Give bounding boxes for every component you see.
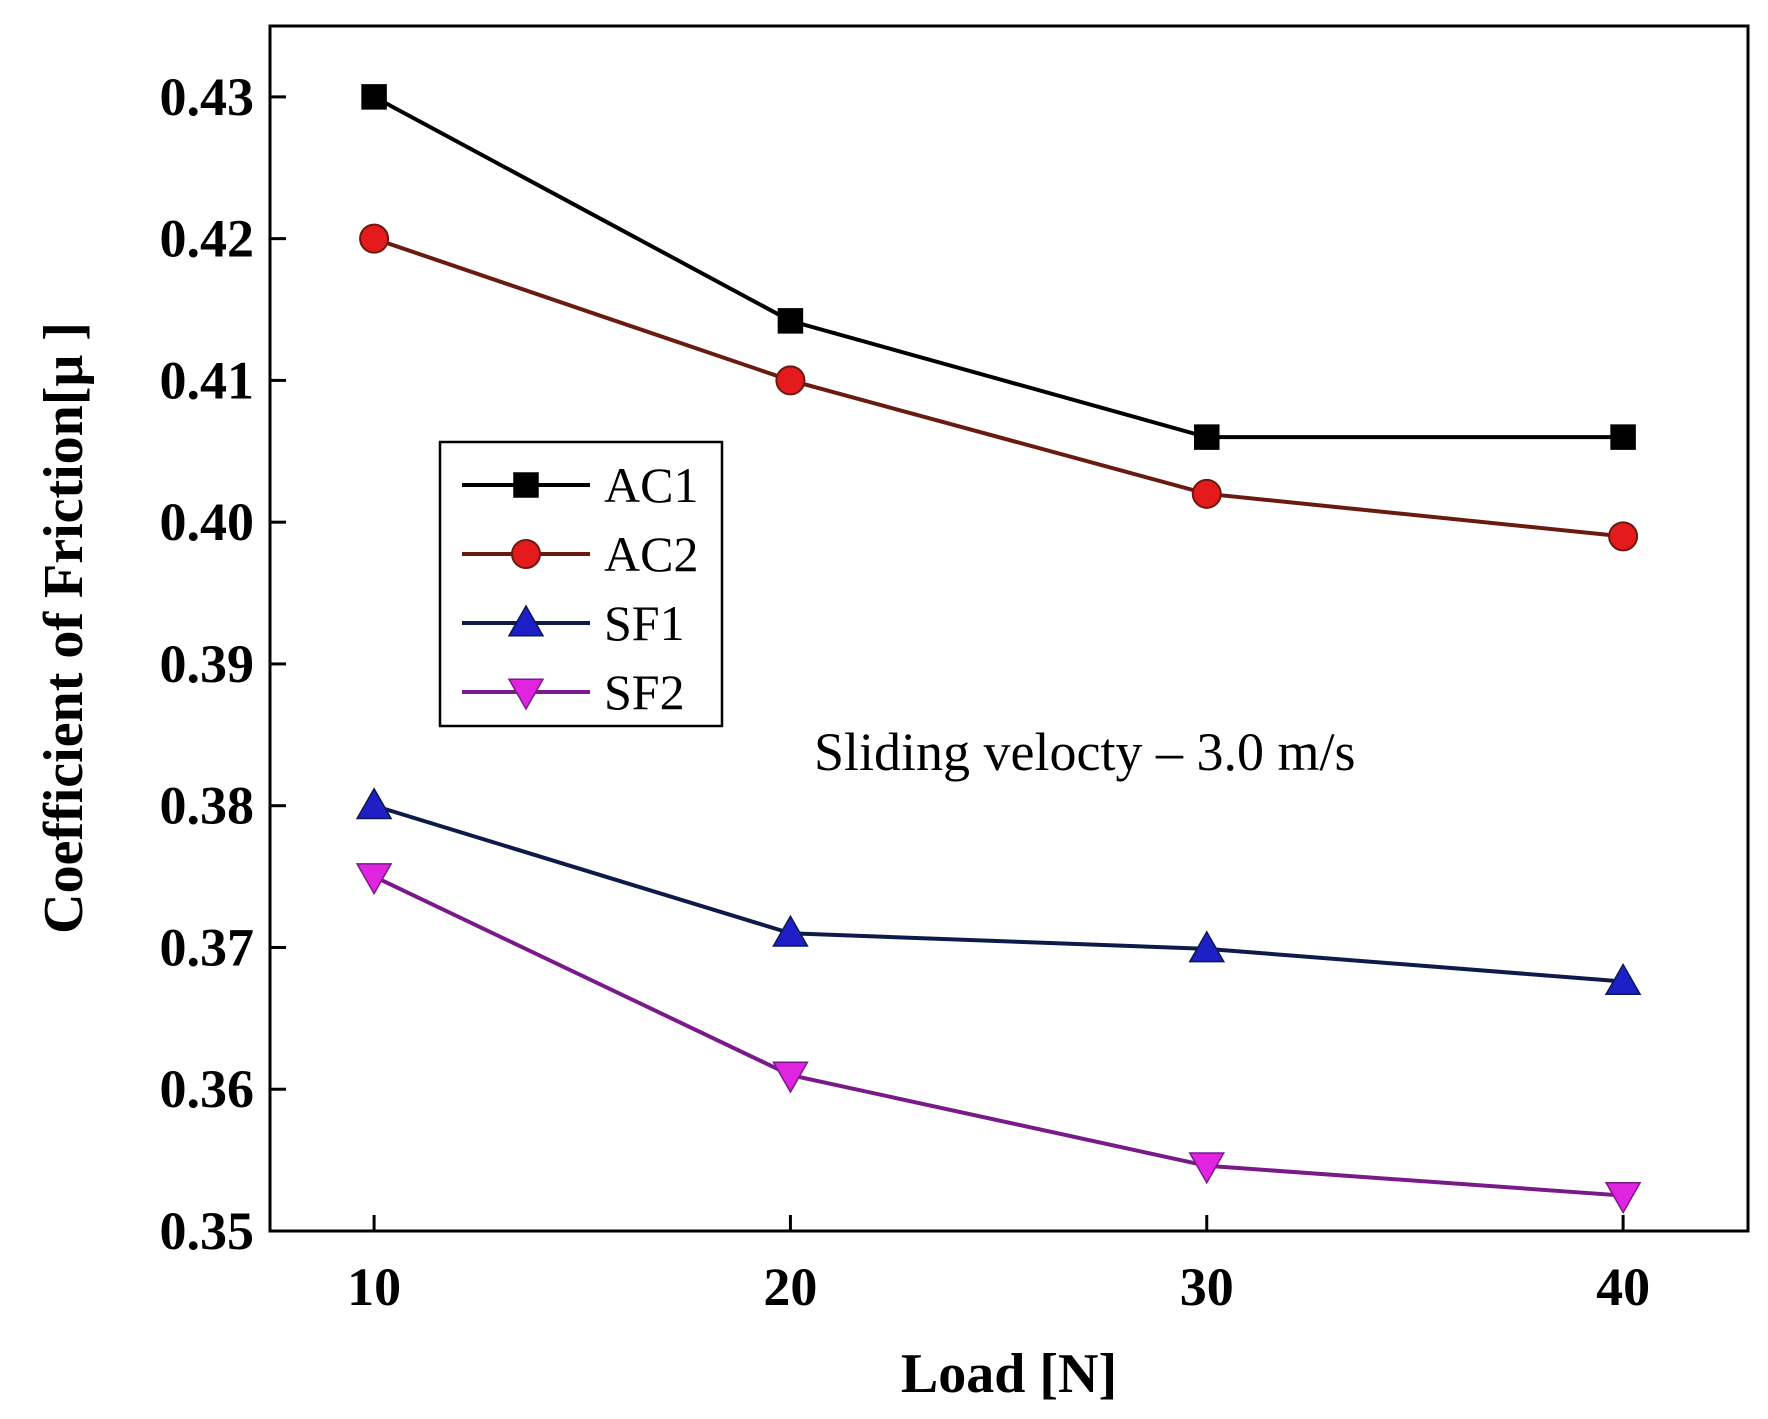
data-point-ac1 [1610, 424, 1636, 450]
data-point-sf2 [355, 863, 393, 896]
y-tick-label: 0.39 [160, 634, 255, 694]
data-point-ac1 [1194, 424, 1220, 450]
data-point-ac1 [777, 308, 804, 334]
legend-swatch-marker [507, 604, 545, 637]
data-point-sf1 [355, 787, 393, 820]
y-tick-label: 0.40 [160, 492, 255, 552]
data-point-ac2 [1608, 521, 1639, 552]
y-tick-label: 0.35 [160, 1201, 255, 1261]
series-ac2 [359, 223, 1639, 552]
x-tick-label: 20 [763, 1257, 817, 1317]
series-line-sf1 [373, 803, 1624, 984]
legend-label: SF1 [604, 595, 685, 651]
legend-item-sf2: SF2 [462, 664, 685, 720]
y-tick-label: 0.42 [160, 209, 255, 269]
data-point-sf2 [1188, 1152, 1226, 1185]
series-ac1 [361, 84, 1636, 450]
legend-item-ac1: AC1 [462, 457, 698, 513]
legend-swatch-marker [513, 472, 539, 498]
x-tick-label: 10 [347, 1257, 401, 1317]
axis-ticks: 10 20 30 40 0.35 0.36 0.37 0.38 0.39 0.40 0.41 0.42… [160, 67, 1651, 1317]
legend: AC1 AC2 SF1 SF2 [438, 440, 724, 728]
y-axis-title: Coefficient of Friction[μ ] [33, 322, 95, 934]
legend-swatch-marker [511, 539, 541, 569]
velocity-annotation: Sliding velocty – 3.0 m/s [814, 722, 1356, 782]
y-tick-label: 0.37 [160, 917, 255, 977]
legend-label: AC2 [604, 526, 698, 582]
series-sf2 [355, 863, 1642, 1215]
data-point-sf2 [1604, 1182, 1642, 1215]
data-point-sf1 [1604, 962, 1642, 995]
x-tick-label: 30 [1180, 1257, 1234, 1317]
data-point-sf1 [1188, 930, 1226, 963]
legend-label: AC1 [604, 457, 698, 513]
plot-frame [268, 24, 1750, 1233]
series-sf1 [355, 787, 1642, 995]
y-tick-label: 0.43 [160, 67, 255, 127]
y-tick-label: 0.41 [160, 350, 255, 410]
data-point-sf2 [772, 1061, 809, 1094]
legend-item-sf1: SF1 [462, 595, 685, 651]
series-line-ac1 [373, 95, 1624, 440]
data-point-ac2 [1191, 478, 1222, 509]
legend-swatch-marker [507, 678, 545, 711]
data-point-sf1 [772, 914, 809, 947]
legend-box [438, 440, 724, 728]
series-line-ac2 [373, 236, 1624, 539]
y-tick-label: 0.36 [160, 1059, 255, 1119]
data-point-ac2 [775, 365, 806, 396]
x-tick-label: 40 [1596, 1257, 1650, 1317]
legend-item-ac2: AC2 [462, 526, 698, 582]
series-line-sf2 [373, 874, 1624, 1198]
data-point-ac2 [359, 223, 390, 254]
x-axis-title: Load [N] [901, 1343, 1117, 1405]
data-point-ac1 [361, 84, 387, 110]
legend-label: SF2 [604, 664, 685, 720]
y-tick-label: 0.38 [160, 776, 255, 836]
series-layer [355, 84, 1642, 1215]
